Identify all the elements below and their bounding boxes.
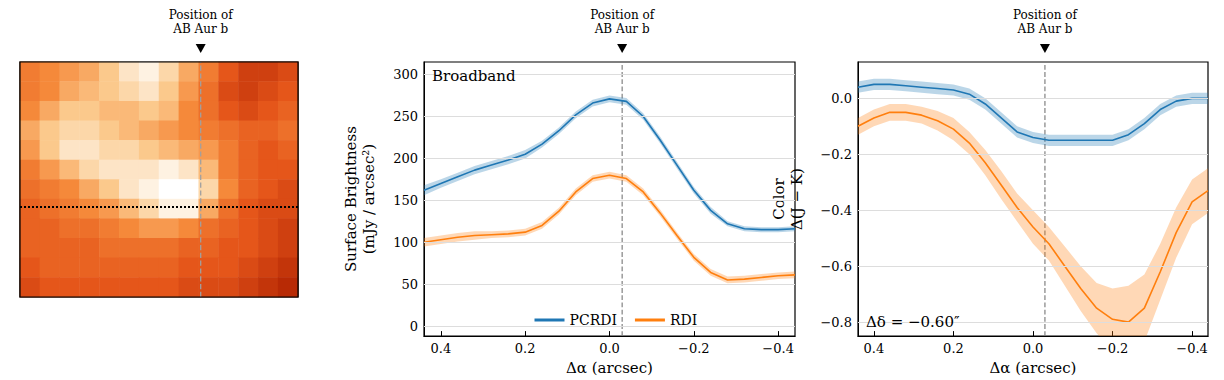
svg-text:−0.4: −0.4 — [1176, 341, 1208, 356]
svg-text:0.0: 0.0 — [599, 341, 620, 356]
svg-text:AB Aur b: AB Aur b — [594, 22, 650, 36]
svg-text:Δα (arcsec): Δα (arcsec) — [566, 359, 653, 377]
svg-text:Δ(J − K): Δ(J − K) — [788, 168, 806, 230]
svg-text:Position of: Position of — [590, 8, 655, 22]
svg-text:300: 300 — [393, 67, 418, 82]
svg-text:Δδ = −0.60″: Δδ = −0.60″ — [866, 313, 960, 331]
svg-text:−0.4: −0.4 — [820, 203, 852, 218]
svg-text:50: 50 — [401, 277, 418, 292]
svg-text:−0.4: −0.4 — [762, 341, 794, 356]
svg-text:−0.6: −0.6 — [820, 259, 852, 274]
svg-text:−0.8: −0.8 — [820, 315, 852, 330]
svg-text:AB Aur b: AB Aur b — [172, 22, 228, 36]
svg-text:−0.2: −0.2 — [820, 147, 852, 162]
svg-text:250: 250 — [393, 109, 418, 124]
svg-text:200: 200 — [393, 151, 418, 166]
svg-text:Surface Brightness: Surface Brightness — [342, 126, 360, 272]
svg-text:0.4: 0.4 — [431, 341, 452, 356]
svg-text:Position of: Position of — [169, 8, 234, 22]
svg-text:Δα (arcsec): Δα (arcsec) — [990, 359, 1077, 377]
svg-text:Broadband: Broadband — [432, 67, 516, 85]
svg-text:RDI: RDI — [670, 312, 697, 328]
svg-text:Color: Color — [770, 177, 788, 219]
svg-text:150: 150 — [393, 193, 418, 208]
svg-text:0.0: 0.0 — [831, 91, 852, 106]
svg-text:100: 100 — [393, 235, 418, 250]
svg-text:0.2: 0.2 — [943, 341, 964, 356]
svg-text:PCRDI: PCRDI — [570, 312, 617, 328]
svg-text:Position of: Position of — [1013, 8, 1078, 22]
svg-text:(mJy / arcsec²): (mJy / arcsec²) — [360, 144, 378, 255]
svg-text:0.2: 0.2 — [515, 341, 536, 356]
svg-text:0.4: 0.4 — [864, 341, 885, 356]
svg-text:0.0: 0.0 — [1023, 341, 1044, 356]
svg-text:AB Aur b: AB Aur b — [1016, 22, 1072, 36]
svg-text:−0.2: −0.2 — [1097, 341, 1129, 356]
svg-text:0: 0 — [410, 319, 418, 334]
svg-text:−0.2: −0.2 — [678, 341, 710, 356]
